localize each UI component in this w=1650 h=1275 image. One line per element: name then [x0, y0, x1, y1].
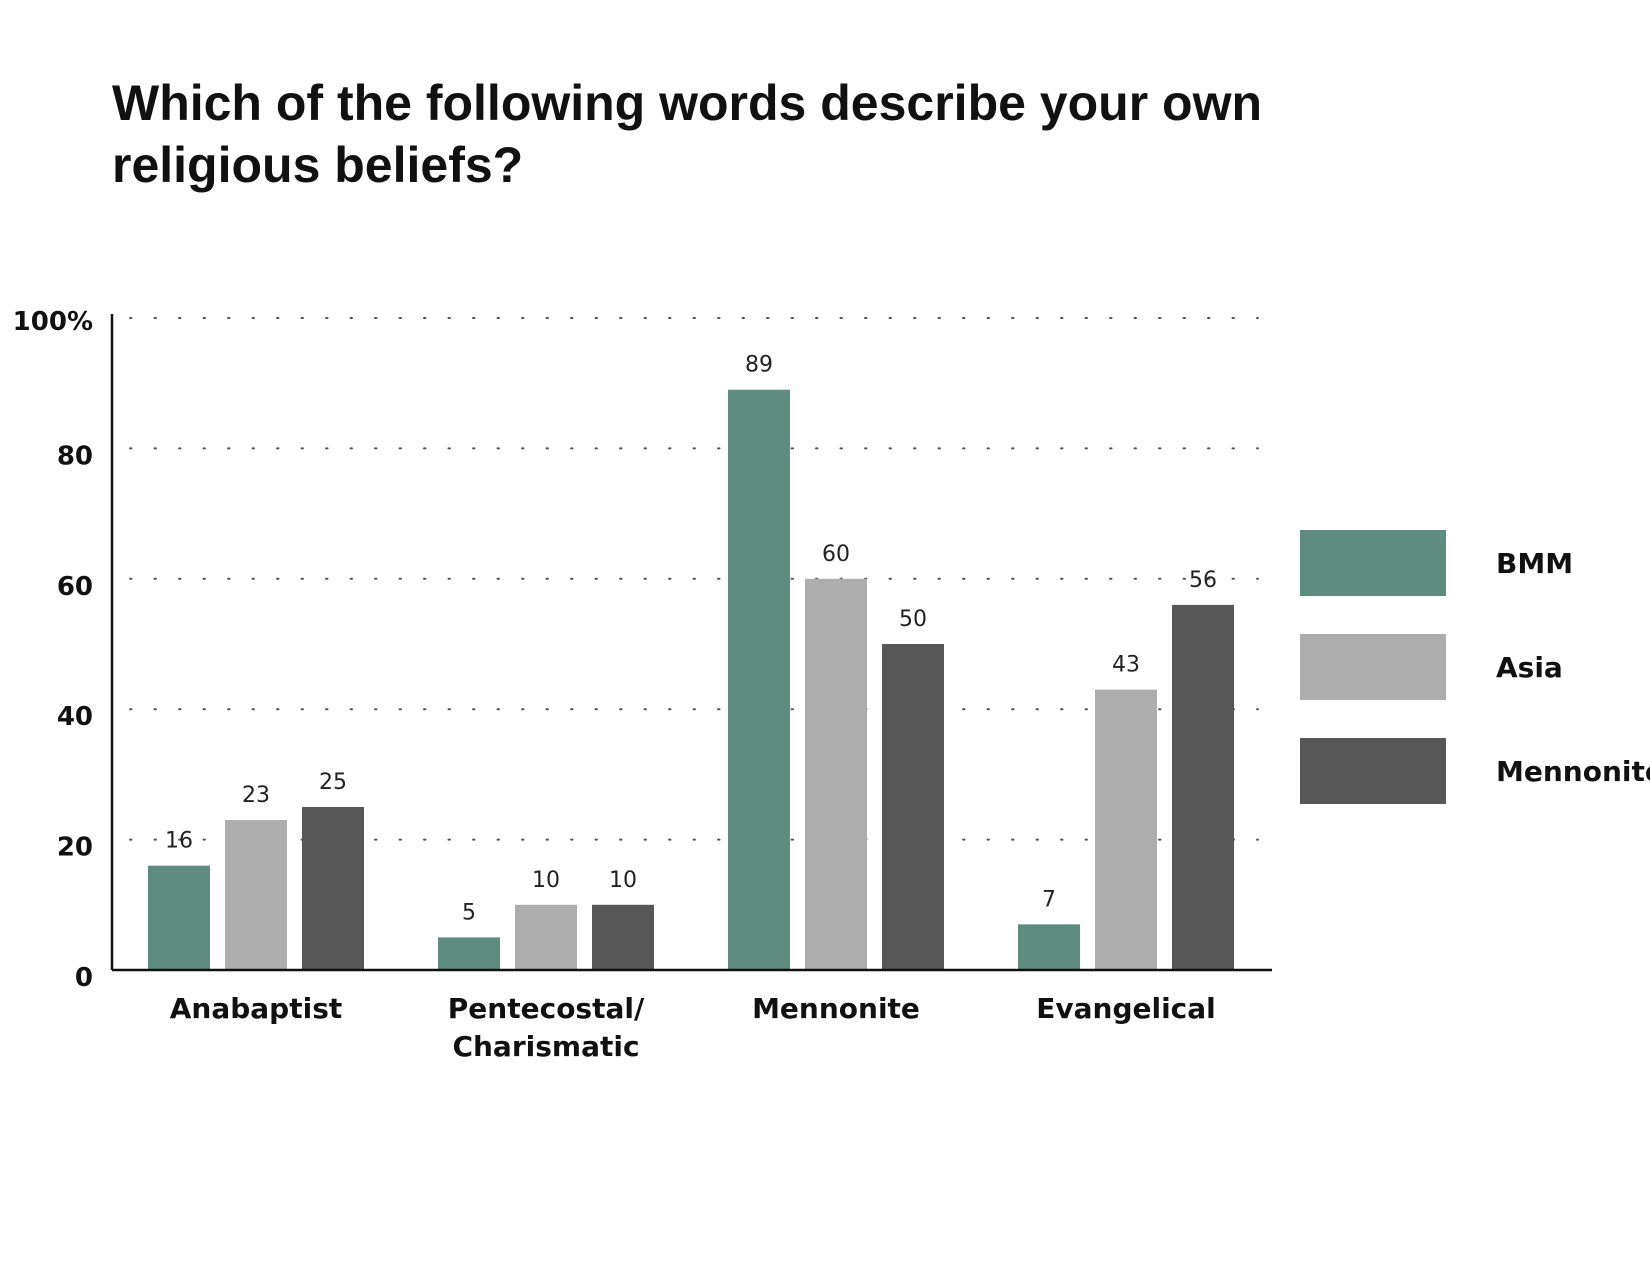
chart-title: Which of the following words describe yo… — [112, 75, 1263, 193]
legend-label: Mennonite — [1496, 755, 1650, 788]
bar — [1018, 924, 1080, 970]
data-label: 7 — [1042, 887, 1056, 912]
data-label: 23 — [242, 783, 270, 808]
x-tick-label: Evangelical — [1036, 992, 1216, 1025]
data-label: 10 — [609, 868, 637, 893]
legend-swatch — [1300, 634, 1446, 700]
x-tick-label: Anabaptist — [170, 992, 343, 1025]
bar — [882, 644, 944, 970]
axes — [110, 314, 1272, 972]
bar — [1095, 689, 1157, 970]
gridlines — [129, 317, 1259, 841]
bar — [728, 389, 790, 971]
data-label: 16 — [165, 829, 193, 854]
data-label: 89 — [745, 353, 773, 378]
bar — [805, 578, 867, 970]
data-label: 60 — [822, 542, 850, 567]
bars — [148, 389, 1234, 971]
y-tick-label: 60 — [57, 572, 93, 602]
data-labels: 16 23 25 5 10 10 89 60 50 7 43 56 — [165, 353, 1217, 926]
x-tick-label: Pentecostal/Charismatic — [448, 992, 645, 1063]
y-tick-label: 100% — [13, 307, 93, 337]
x-tick-label: Mennonite — [752, 992, 920, 1025]
bar — [225, 820, 287, 970]
y-tick-label: 80 — [57, 441, 93, 471]
legend: BMM Asia Mennonite — [1300, 530, 1650, 804]
bar — [515, 904, 577, 970]
data-label: 5 — [462, 900, 476, 925]
legend-swatch — [1300, 530, 1446, 596]
data-label: 50 — [899, 607, 927, 632]
data-label: 56 — [1189, 568, 1217, 593]
bar — [148, 865, 210, 970]
bar — [1172, 604, 1234, 970]
y-axis-tick-labels: 0 20 40 60 80 100% — [13, 307, 93, 993]
y-tick-label: 0 — [75, 963, 93, 993]
bar — [438, 937, 500, 970]
bar — [592, 904, 654, 970]
data-label: 10 — [532, 868, 560, 893]
legend-swatch — [1300, 738, 1446, 804]
legend-label: BMM — [1496, 547, 1573, 580]
legend-label: Asia — [1496, 651, 1563, 684]
y-tick-label: 40 — [57, 702, 93, 732]
data-label: 43 — [1112, 653, 1140, 678]
x-axis-tick-labels: Anabaptist Pentecostal/Charismatic Mennoni… — [170, 992, 1216, 1063]
y-tick-label: 20 — [57, 833, 93, 863]
data-label: 25 — [319, 770, 347, 795]
bar — [302, 807, 364, 970]
